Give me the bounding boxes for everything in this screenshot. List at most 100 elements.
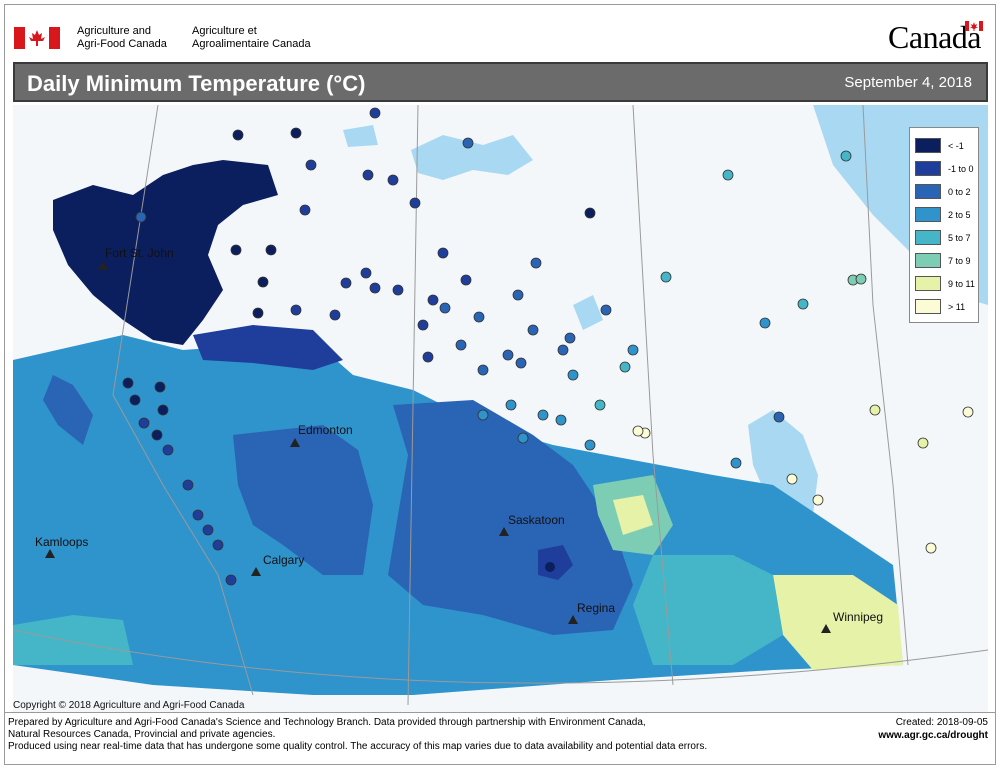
legend-label: 2 to 5 [948, 209, 971, 220]
department-fr-line2: Agroalimentaire Canada [192, 38, 311, 50]
station-point [138, 417, 150, 429]
city-marker-kamloops [45, 549, 55, 558]
station-point [455, 339, 467, 351]
legend-label: 0 to 2 [948, 186, 971, 197]
station-point [387, 174, 399, 186]
station-point [329, 309, 341, 321]
station-point [462, 137, 474, 149]
city-marker-calgary [251, 567, 261, 576]
legend-label: 7 to 9 [948, 255, 971, 266]
footer-line-1: Prepared by Agriculture and Agri-Food Ca… [8, 717, 646, 728]
legend-row: 5 to 7 [915, 226, 973, 249]
map-title: Daily Minimum Temperature (°C) [27, 71, 366, 96]
station-point [962, 406, 974, 418]
station-point [417, 319, 429, 331]
legend-row: 0 to 2 [915, 180, 973, 203]
station-point [537, 409, 549, 421]
bc-alberta-boundary [112, 105, 254, 696]
station-point [600, 304, 612, 316]
canada-flag-icon [14, 27, 60, 49]
station-point [154, 381, 166, 393]
station-point [232, 129, 244, 141]
temperature-zones [13, 160, 903, 695]
manitoba-ontario-boundary [862, 105, 909, 666]
zone-0-to-2-bc-strip [43, 375, 93, 445]
station-point [409, 197, 421, 209]
station-point [564, 332, 576, 344]
legend-label: 5 to 7 [948, 232, 971, 243]
station-point [151, 429, 163, 441]
legend-swatch [915, 138, 941, 153]
station-point [392, 284, 404, 296]
zone-minus1-to-0-peace [193, 325, 343, 370]
station-point [730, 457, 742, 469]
legend-row: > 11 [915, 295, 973, 318]
weather-stations [122, 107, 974, 586]
station-point [290, 127, 302, 139]
lake-claire [343, 125, 378, 147]
city-label-edmonton: Edmonton [298, 423, 353, 437]
station-point [567, 369, 579, 381]
reindeer-lake [573, 295, 603, 330]
zone-below-minus1-pocket [545, 562, 555, 572]
legend-label: > 11 [948, 301, 966, 312]
station-point [129, 394, 141, 406]
footer-line-3: Produced using near real-time data that … [8, 741, 708, 752]
station-point [265, 244, 277, 256]
station-point [797, 298, 809, 310]
station-point [212, 539, 224, 551]
station-point [422, 351, 434, 363]
department-name-french: Agriculture et Agroalimentaire Canada [192, 25, 311, 51]
station-point [632, 425, 644, 437]
department-en-line1: Agriculture and [77, 25, 151, 37]
department-name-english: Agriculture and Agri-Food Canada [77, 25, 167, 51]
station-point [925, 542, 937, 554]
station-point [786, 473, 798, 485]
legend-row: < -1 [915, 134, 973, 157]
legend-swatch [915, 207, 941, 222]
station-point [584, 207, 596, 219]
station-point [225, 574, 237, 586]
station-point [473, 311, 485, 323]
zone-minus1-to-0-pocket [538, 545, 573, 580]
legend-swatch [915, 276, 941, 291]
station-point [360, 267, 372, 279]
station-point [369, 107, 381, 119]
wordmark-flag-icon [965, 21, 983, 31]
title-bar: Daily Minimum Temperature (°C) September… [13, 62, 988, 102]
station-point [759, 317, 771, 329]
station-point [584, 439, 596, 451]
station-point [437, 247, 449, 259]
zone-below-minus1-north [53, 160, 278, 345]
city-marker-fort-st-john [98, 261, 108, 270]
map-frame: Agriculture and Agri-Food Canada Agricul… [4, 4, 996, 765]
city-label-saskatoon: Saskatoon [508, 513, 565, 527]
station-point [230, 244, 242, 256]
header: Agriculture and Agri-Food Canada Agricul… [5, 5, 995, 61]
legend-swatch [915, 253, 941, 268]
station-point [517, 432, 529, 444]
station-point [530, 257, 542, 269]
station-point [505, 399, 517, 411]
station-point [512, 289, 524, 301]
zone-0-to-2-alberta [233, 425, 373, 575]
station-point [627, 344, 639, 356]
station-point [439, 302, 451, 314]
city-label-winnipeg: Winnipeg [833, 610, 884, 624]
legend-swatch [915, 299, 941, 314]
department-en-line2: Agri-Food Canada [77, 38, 167, 50]
city-label-regina: Regina [577, 601, 616, 615]
city-marker-saskatoon [499, 527, 509, 536]
city-label-kamloops: Kamloops [35, 535, 89, 549]
station-point [252, 307, 264, 319]
legend-row: 7 to 9 [915, 249, 973, 272]
station-point [299, 204, 311, 216]
legend-swatch [915, 184, 941, 199]
canada-wordmark: Canada [888, 19, 983, 56]
legend-row: 9 to 11 [915, 272, 975, 295]
station-point [917, 437, 929, 449]
city-marker-edmonton [290, 438, 300, 447]
footer-notes: Prepared by Agriculture and Agri-Food Ca… [8, 717, 808, 753]
station-point [340, 277, 352, 289]
website-link[interactable]: www.agr.gc.ca/drought [878, 730, 988, 741]
